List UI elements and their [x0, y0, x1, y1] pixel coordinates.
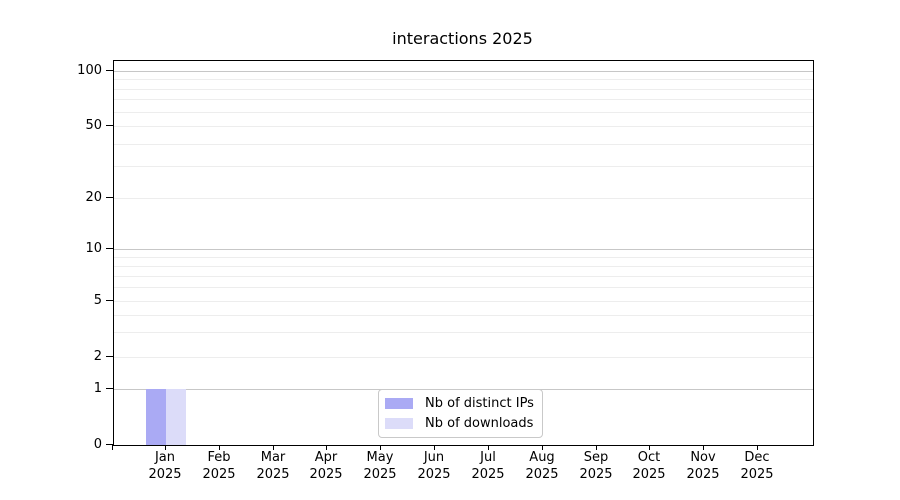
y-tick-label: 2: [93, 349, 102, 364]
x-tick-mark: [703, 445, 704, 450]
legend-swatch-distinct-ips: [385, 398, 413, 409]
x-tick-label: Dec 2025: [740, 450, 774, 482]
gridline-minor: [114, 126, 813, 127]
y-tick-mark: [106, 444, 113, 445]
bar-downloads: [166, 389, 186, 445]
legend-item-distinct-ips: Nb of distinct IPs: [385, 395, 534, 412]
gridline-minor: [114, 332, 813, 333]
gridline-minor: [114, 301, 813, 302]
x-tick-mark: [326, 445, 327, 450]
x-tick-label: Sep 2025: [579, 450, 613, 482]
y-tick-label: 20: [85, 190, 102, 205]
x-tick-label: Oct 2025: [632, 450, 666, 482]
gridline-minor: [114, 315, 813, 316]
y-tick-label: 100: [77, 63, 102, 78]
gridline-minor: [114, 89, 813, 90]
axis-corner-tick: [112, 445, 113, 450]
x-tick-label: Apr 2025: [309, 450, 343, 482]
gridline-major: [114, 71, 813, 72]
chart-title: interactions 2025: [392, 29, 533, 48]
x-tick-mark: [488, 445, 489, 450]
x-tick-mark: [649, 445, 650, 450]
x-tick-mark: [434, 445, 435, 450]
x-tick-label: Jun 2025: [417, 450, 451, 482]
gridline-major: [114, 249, 813, 250]
y-tick-mark: [106, 70, 113, 71]
x-tick-mark: [165, 445, 166, 450]
x-tick-label: Nov 2025: [686, 450, 720, 482]
legend-label-distinct-ips: Nb of distinct IPs: [425, 396, 534, 411]
gridline-minor: [114, 287, 813, 288]
y-tick-label: 1: [93, 381, 102, 396]
legend-item-downloads: Nb of downloads: [385, 415, 534, 432]
legend-swatch-downloads: [385, 418, 413, 429]
gridline-minor: [114, 166, 813, 167]
x-tick-label: Aug 2025: [525, 450, 559, 482]
x-tick-mark: [273, 445, 274, 450]
gridline-minor: [114, 198, 813, 199]
gridline-minor: [114, 266, 813, 267]
y-tick-mark: [106, 248, 113, 249]
bar-distinct-ips: [146, 389, 166, 445]
x-tick-mark: [380, 445, 381, 450]
plot-area: Nb of distinct IPs Nb of downloads: [113, 60, 814, 446]
y-tick-label: 50: [85, 118, 102, 133]
x-tick-label: Mar 2025: [256, 450, 290, 482]
gridline-minor: [114, 99, 813, 100]
x-tick-label: May 2025: [363, 450, 397, 482]
x-tick-mark: [542, 445, 543, 450]
y-tick-label: 10: [85, 241, 102, 256]
legend-label-downloads: Nb of downloads: [425, 416, 534, 431]
gridline-minor: [114, 276, 813, 277]
gridline-minor: [114, 357, 813, 358]
y-tick-mark: [106, 388, 113, 389]
x-tick-label: Jan 2025: [148, 450, 182, 482]
x-tick-label: Jul 2025: [471, 450, 505, 482]
x-tick-mark: [219, 445, 220, 450]
y-tick-label: 0: [93, 437, 102, 452]
gridline-minor: [114, 144, 813, 145]
legend: Nb of distinct IPs Nb of downloads: [378, 389, 543, 438]
bars-layer: [114, 61, 813, 445]
gridline-minor: [114, 79, 813, 80]
x-tick-mark: [757, 445, 758, 450]
gridline-minor: [114, 112, 813, 113]
y-tick-mark: [106, 356, 113, 357]
y-tick-label: 5: [93, 293, 102, 308]
x-tick-label: Feb 2025: [202, 450, 236, 482]
x-tick-mark: [596, 445, 597, 450]
y-tick-mark: [106, 300, 113, 301]
y-tick-mark: [106, 125, 113, 126]
y-tick-mark: [106, 197, 113, 198]
gridline-minor: [114, 257, 813, 258]
